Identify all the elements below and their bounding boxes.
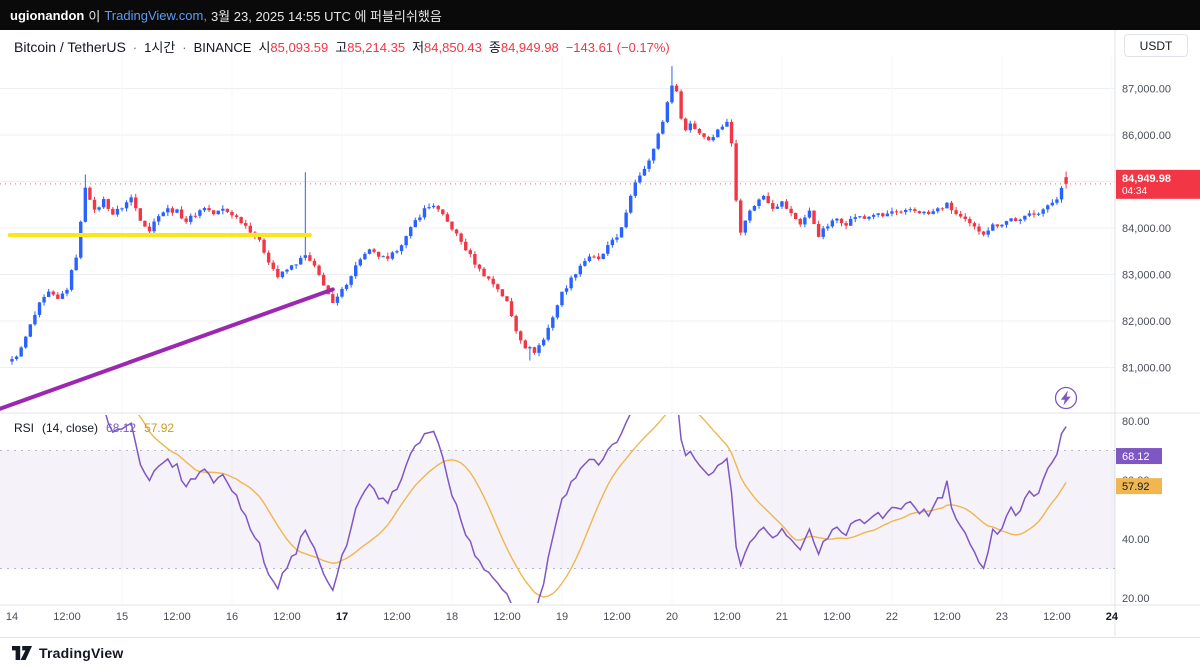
svg-text:12:00: 12:00 — [603, 611, 631, 623]
svg-text:17: 17 — [336, 611, 348, 623]
svg-text:80.00: 80.00 — [1122, 416, 1150, 428]
tradingview-logo-icon[interactable] — [12, 646, 32, 660]
price-chart-canvas[interactable]: 87,000.0086,000.0085,000.0084,000.0083,0… — [0, 30, 1200, 636]
svg-text:12:00: 12:00 — [713, 611, 741, 623]
rsi-series — [105, 415, 1067, 603]
svg-text:12:00: 12:00 — [1043, 611, 1071, 623]
svg-text:40.00: 40.00 — [1122, 534, 1150, 546]
rsi-value-label: 68.12 — [1116, 448, 1162, 465]
svg-text:12:00: 12:00 — [53, 611, 81, 623]
svg-text:12:00: 12:00 — [383, 611, 411, 623]
publish-bar: ugionandon 이 TradingView.com, 3월 23, 202… — [0, 0, 1200, 30]
svg-text:24: 24 — [1106, 611, 1119, 623]
rsi-legend: RSI (14, close) 68.12 57.92 — [14, 421, 174, 435]
legend-separator: · — [182, 40, 187, 55]
rsi-params: (14, close) — [42, 421, 99, 435]
svg-text:87,000.00: 87,000.00 — [1122, 84, 1171, 96]
svg-text:84,000.00: 84,000.00 — [1122, 223, 1171, 235]
svg-text:20: 20 — [666, 611, 678, 623]
svg-text:84,949.98: 84,949.98 — [1122, 173, 1171, 185]
grid-lines — [0, 56, 1115, 604]
svg-text:81,000.00: 81,000.00 — [1122, 363, 1171, 375]
ohlc-low: 저 84,850.43 — [412, 40, 482, 55]
svg-text:12:00: 12:00 — [493, 611, 521, 623]
svg-text:14: 14 — [6, 611, 18, 623]
svg-text:21: 21 — [776, 611, 788, 623]
exchange-label: BINANCE — [193, 40, 252, 55]
publish-timestamp: 3월 23, 2025 14:55 UTC 에 퍼블리쉬했음 — [210, 8, 442, 24]
svg-text:68.12: 68.12 — [1122, 451, 1150, 463]
trendline-drawing[interactable] — [0, 287, 335, 411]
rsi-value: 68.12 — [106, 421, 137, 435]
svg-text:18: 18 — [446, 611, 458, 623]
tradingview-brand[interactable]: TradingView — [39, 645, 124, 661]
candlestick-series — [10, 66, 1068, 365]
rsi-band — [0, 450, 1115, 569]
ohlc-high: 고 85,214.35 — [335, 40, 406, 55]
svg-text:15: 15 — [116, 611, 128, 623]
rsi-ma-value: 57.92 — [144, 421, 175, 435]
svg-text:86,000.00: 86,000.00 — [1122, 130, 1171, 142]
lightning-button[interactable] — [1054, 386, 1078, 410]
svg-text:16: 16 — [226, 611, 238, 623]
symbol-title[interactable]: Bitcoin / TetherUS — [14, 39, 126, 55]
rsi-ma-value-label: 57.92 — [1116, 478, 1162, 495]
interval-label[interactable]: 1시간 — [144, 40, 176, 55]
tradingview-site-link[interactable]: TradingView.com, — [104, 7, 207, 23]
svg-text:82,000.00: 82,000.00 — [1122, 316, 1171, 328]
rsi-title[interactable]: RSI — [14, 421, 35, 435]
footer-bar: TradingView — [0, 637, 1200, 668]
svg-text:57.92: 57.92 — [1122, 481, 1150, 493]
price-axis[interactable] — [1115, 30, 1200, 604]
svg-text:12:00: 12:00 — [273, 611, 301, 623]
svg-text:23: 23 — [996, 611, 1008, 623]
svg-text:12:00: 12:00 — [823, 611, 851, 623]
chart-legend: Bitcoin / TetherUS · 1시간 · BINANCE 시 85,… — [14, 37, 670, 56]
time-axis[interactable] — [0, 605, 1115, 636]
svg-text:04:34: 04:34 — [1122, 186, 1147, 197]
svg-text:20.00: 20.00 — [1122, 593, 1150, 605]
price-change: −143.61 (−0.17%) — [565, 40, 670, 55]
currency-toggle-button[interactable]: USDT — [1124, 34, 1188, 57]
svg-text:12:00: 12:00 — [933, 611, 961, 623]
svg-text:19: 19 — [556, 611, 568, 623]
svg-text:12:00: 12:00 — [163, 611, 191, 623]
ohlc-close: 종 84,949.98 — [488, 40, 559, 55]
svg-text:83,000.00: 83,000.00 — [1122, 270, 1171, 282]
svg-text:22: 22 — [886, 611, 898, 623]
publisher-username: ugionandon — [10, 7, 85, 23]
legend-separator: · — [132, 40, 138, 55]
ohlc-open: 시 85,093.59 — [258, 40, 329, 55]
publish-particle: 이 — [88, 8, 101, 24]
